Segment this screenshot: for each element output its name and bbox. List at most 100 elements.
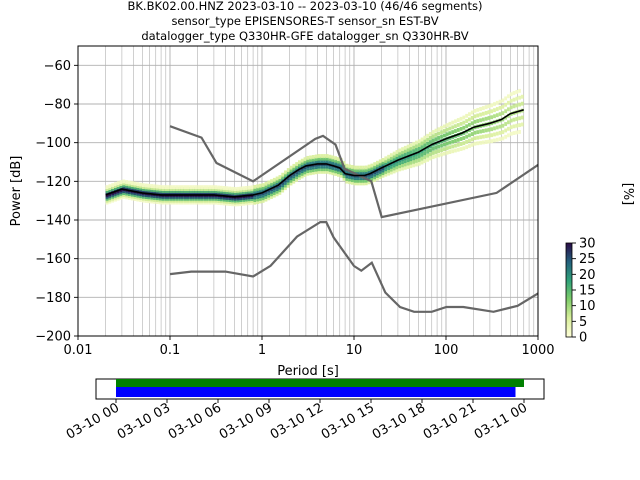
heatmap-cell — [286, 168, 290, 172]
heatmap-cell — [476, 113, 480, 118]
heatmap-cell — [206, 200, 209, 205]
heatmap-cell — [359, 181, 363, 186]
heatmap-cell — [481, 117, 485, 122]
heatmap-cell — [298, 176, 301, 180]
heatmap-cell — [412, 149, 416, 153]
heatmap-cell — [403, 152, 407, 157]
heatmap-cell — [133, 191, 137, 196]
y-tick-label: −160 — [35, 252, 71, 267]
heatmap-cell — [200, 189, 204, 193]
heatmap-cell — [258, 194, 262, 199]
heatmap-cell — [518, 123, 521, 128]
heatmap-cell — [289, 176, 293, 181]
heatmap-cell — [434, 137, 438, 142]
heatmap-cell — [261, 185, 265, 190]
heatmap-cell — [267, 180, 271, 185]
heatmap-cell — [504, 122, 508, 126]
heatmap-cell — [481, 134, 485, 139]
heatmap-cell — [178, 185, 181, 190]
heatmap-cell — [392, 154, 396, 159]
heatmap-cell — [264, 181, 268, 186]
heatmap-cell — [367, 175, 371, 180]
heatmap-cell — [504, 128, 508, 133]
heatmap-cell — [108, 186, 112, 191]
heatmap-cell — [364, 165, 368, 170]
colorbar-tick-label: 5 — [579, 315, 587, 330]
heatmap-cell — [401, 166, 404, 171]
heatmap-cell — [367, 180, 371, 185]
heatmap-cell — [445, 146, 449, 151]
heatmap-cell — [426, 157, 429, 162]
heatmap-cell — [445, 127, 449, 132]
heatmap-cell — [278, 175, 282, 179]
heatmap-cell — [144, 185, 148, 190]
heatmap-cell — [487, 139, 491, 144]
heatmap-cell — [116, 181, 120, 186]
heatmap-cell — [401, 160, 404, 165]
heatmap-cell — [473, 119, 477, 124]
heatmap-cell — [320, 164, 324, 169]
heatmap-cell — [214, 185, 218, 190]
heatmap-cell — [300, 164, 304, 168]
heatmap-cell — [515, 123, 519, 128]
heatmap-cell — [141, 185, 145, 189]
heatmap-cell — [459, 137, 463, 141]
heatmap-cell — [376, 176, 379, 181]
heatmap-cell — [292, 169, 296, 174]
heatmap-cell — [420, 152, 424, 157]
time-tick-label: 03-11 00 — [472, 400, 530, 442]
heatmap-cell — [398, 161, 402, 165]
heatmap-cell — [440, 130, 443, 135]
heatmap-cell — [295, 167, 298, 172]
heatmap-cell — [267, 193, 271, 198]
heatmap-cell — [127, 180, 131, 185]
heatmap-cell — [389, 156, 393, 160]
heatmap-cell — [392, 169, 396, 174]
heatmap-cell — [501, 104, 505, 109]
heatmap-cell — [186, 200, 190, 205]
heatmap-cell — [150, 184, 154, 188]
y-tick-label: −60 — [44, 59, 71, 74]
heatmap-cell — [387, 168, 390, 173]
heatmap-cell — [353, 176, 357, 181]
heatmap-cell — [445, 141, 449, 146]
heatmap-cell — [465, 139, 469, 144]
heatmap-cell — [286, 173, 290, 178]
heatmap-cell — [509, 125, 513, 130]
heatmap-cell — [462, 136, 466, 140]
coverage-bar-used — [116, 387, 516, 397]
heatmap-cell — [434, 132, 438, 137]
title-line-2: sensor_type EPISENSORES-T sensor_sn EST-… — [171, 14, 438, 28]
heatmap-cell — [495, 113, 499, 118]
heatmap-cell — [345, 166, 349, 171]
heatmap-cell — [339, 173, 343, 178]
heatmap-cell — [178, 200, 181, 205]
y-tick-label: −100 — [35, 136, 71, 151]
heatmap-cell — [186, 189, 190, 193]
heatmap-cell — [270, 189, 273, 194]
heatmap-cell — [175, 200, 179, 205]
heatmap-cell — [384, 167, 388, 172]
heatmap-cell — [331, 166, 335, 170]
heatmap-cell — [323, 156, 326, 161]
heatmap-cell — [345, 174, 349, 179]
heatmap-cell — [440, 152, 443, 157]
heatmap-cell — [303, 162, 307, 167]
heatmap-cell — [515, 103, 519, 108]
x-tick-label: 10 — [346, 343, 363, 358]
heatmap-cell — [507, 126, 510, 131]
heatmap-cell — [403, 149, 407, 154]
heatmap-cell — [468, 133, 471, 138]
heatmap-cell — [448, 140, 452, 145]
heatmap-cell — [381, 158, 385, 162]
heatmap-cell — [384, 161, 388, 166]
heatmap-cell — [245, 197, 248, 202]
heatmap-cell — [155, 198, 159, 203]
heatmap-cell — [512, 117, 516, 122]
heatmap-cell — [275, 192, 279, 197]
heatmap-cell — [342, 161, 346, 165]
heatmap-cell — [311, 155, 315, 159]
heatmap-cell — [261, 193, 265, 198]
heatmap-cell — [217, 185, 220, 190]
heatmap-cell — [515, 117, 519, 121]
